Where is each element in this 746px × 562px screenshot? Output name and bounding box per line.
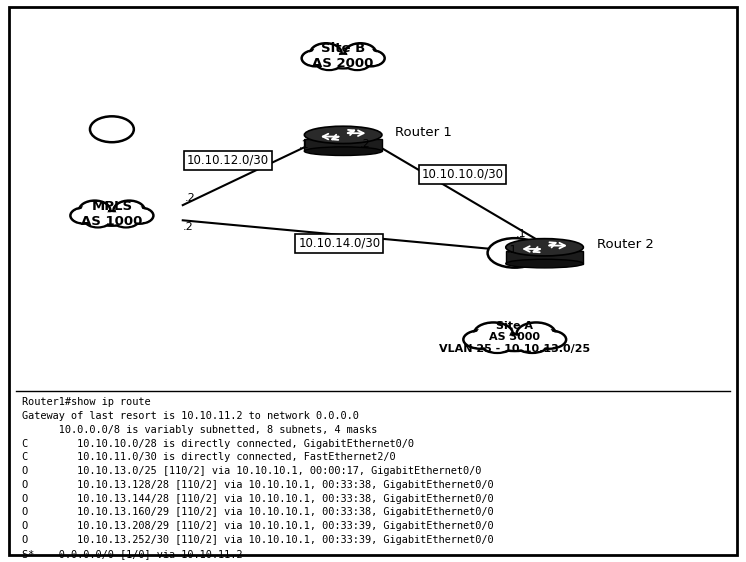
Text: 10.0.0.0/8 is variably subnetted, 8 subnets, 4 masks: 10.0.0.0/8 is variably subnetted, 8 subn… xyxy=(22,425,377,435)
Ellipse shape xyxy=(304,51,327,65)
Text: O        10.10.13.160/29 [110/2] via 10.10.10.1, 00:33:38, GigabitEthernet0/0: O 10.10.13.160/29 [110/2] via 10.10.10.1… xyxy=(22,507,494,518)
Text: C        10.10.11.0/30 is directly connected, FastEthernet2/0: C 10.10.11.0/30 is directly connected, F… xyxy=(22,452,396,463)
Ellipse shape xyxy=(319,58,339,69)
Ellipse shape xyxy=(474,323,513,345)
Text: .2: .2 xyxy=(185,193,195,203)
Text: Router 1: Router 1 xyxy=(395,125,452,139)
Ellipse shape xyxy=(484,339,510,352)
Text: .2: .2 xyxy=(360,139,371,149)
FancyBboxPatch shape xyxy=(9,7,737,555)
Ellipse shape xyxy=(116,215,137,226)
Ellipse shape xyxy=(72,209,96,223)
Ellipse shape xyxy=(517,338,548,353)
Text: 10.10.10.0/30: 10.10.10.0/30 xyxy=(421,167,504,181)
Text: Router 2: Router 2 xyxy=(597,238,653,251)
Ellipse shape xyxy=(301,50,330,66)
Text: 10.10.12.0/30: 10.10.12.0/30 xyxy=(186,153,269,167)
Polygon shape xyxy=(506,251,583,264)
Ellipse shape xyxy=(79,201,110,220)
Text: MPLS
AS 1000: MPLS AS 1000 xyxy=(81,200,142,228)
Ellipse shape xyxy=(304,147,382,156)
Ellipse shape xyxy=(519,339,545,352)
Text: .2: .2 xyxy=(183,222,193,232)
Ellipse shape xyxy=(357,50,385,66)
Ellipse shape xyxy=(313,45,339,61)
Ellipse shape xyxy=(310,43,342,63)
Text: O        10.10.13.144/28 [110/2] via 10.10.10.1, 00:33:38, GigabitEthernet0/0: O 10.10.13.144/28 [110/2] via 10.10.10.1… xyxy=(22,494,494,504)
Ellipse shape xyxy=(488,238,542,268)
Ellipse shape xyxy=(304,126,382,143)
Text: O        10.10.13.252/30 [110/2] via 10.10.10.1, 00:33:39, GigabitEthernet0/0: O 10.10.13.252/30 [110/2] via 10.10.10.1… xyxy=(22,535,494,545)
Ellipse shape xyxy=(70,207,98,224)
Ellipse shape xyxy=(347,58,368,69)
Ellipse shape xyxy=(506,259,583,268)
Ellipse shape xyxy=(328,55,358,67)
Text: O        10.10.13.128/28 [110/2] via 10.10.10.1, 00:33:38, GigabitEthernet0/0: O 10.10.13.128/28 [110/2] via 10.10.10.1… xyxy=(22,480,494,490)
Ellipse shape xyxy=(466,332,495,347)
Text: .1: .1 xyxy=(299,140,310,150)
Text: C        10.10.10.0/28 is directly connected, GigabitEthernet0/0: C 10.10.10.0/28 is directly connected, G… xyxy=(22,439,414,448)
Ellipse shape xyxy=(87,215,108,226)
Ellipse shape xyxy=(519,324,553,343)
Ellipse shape xyxy=(128,209,151,223)
Ellipse shape xyxy=(326,54,360,69)
Ellipse shape xyxy=(116,202,142,219)
Text: .1: .1 xyxy=(507,245,517,255)
Text: .1: .1 xyxy=(515,229,526,239)
Text: Site A
AS 3000
VLAN 25 - 10.10.13.0/25: Site A AS 3000 VLAN 25 - 10.10.13.0/25 xyxy=(439,320,590,354)
Ellipse shape xyxy=(492,241,538,265)
Ellipse shape xyxy=(93,118,131,140)
Text: S*    0.0.0.0/0 [1/0] via 10.10.11.2: S* 0.0.0.0/0 [1/0] via 10.10.11.2 xyxy=(22,549,243,559)
Ellipse shape xyxy=(316,57,342,70)
Ellipse shape xyxy=(345,43,376,63)
Text: 10.10.14.0/30: 10.10.14.0/30 xyxy=(298,237,380,250)
Ellipse shape xyxy=(97,212,127,225)
Ellipse shape xyxy=(85,214,110,227)
Ellipse shape xyxy=(517,323,556,345)
Ellipse shape xyxy=(506,239,583,256)
Ellipse shape xyxy=(482,338,513,353)
Ellipse shape xyxy=(531,330,566,348)
Ellipse shape xyxy=(95,211,129,226)
Ellipse shape xyxy=(81,202,108,219)
Ellipse shape xyxy=(347,45,374,61)
Polygon shape xyxy=(304,139,382,151)
Ellipse shape xyxy=(497,336,533,350)
Text: Site B
AS 2000: Site B AS 2000 xyxy=(313,42,374,70)
Ellipse shape xyxy=(113,201,145,220)
Ellipse shape xyxy=(359,51,383,65)
Ellipse shape xyxy=(534,332,563,347)
Text: O        10.10.13.0/25 [110/2] via 10.10.10.1, 00:00:17, GigabitEthernet0/0: O 10.10.13.0/25 [110/2] via 10.10.10.1, … xyxy=(22,466,482,476)
Text: Gateway of last resort is 10.10.11.2 to network 0.0.0.0: Gateway of last resort is 10.10.11.2 to … xyxy=(22,411,360,421)
Text: Router1#show ip route: Router1#show ip route xyxy=(22,397,151,407)
Ellipse shape xyxy=(493,334,536,351)
Ellipse shape xyxy=(477,324,510,343)
Ellipse shape xyxy=(90,116,134,142)
Ellipse shape xyxy=(113,214,139,227)
Text: O        10.10.13.208/29 [110/2] via 10.10.10.1, 00:33:39, GigabitEthernet0/0: O 10.10.13.208/29 [110/2] via 10.10.10.1… xyxy=(22,522,494,531)
Ellipse shape xyxy=(463,330,498,348)
Ellipse shape xyxy=(125,207,154,224)
Ellipse shape xyxy=(345,57,370,70)
